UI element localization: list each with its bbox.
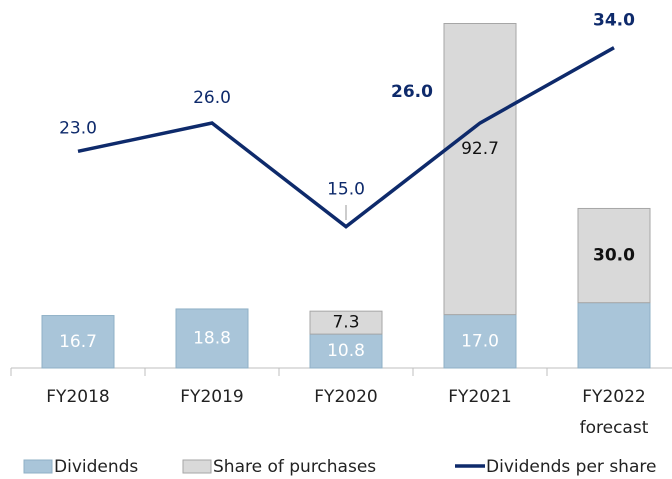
legend-swatch: [182, 459, 212, 474]
data-label: 30.0: [593, 246, 635, 266]
line: [77, 46, 615, 229]
x-tick-label: FY2022 forecast: [580, 387, 649, 438]
x-tick-label: FY2020: [314, 387, 377, 407]
x-tick-label: FY2021: [448, 387, 511, 407]
data-label: 15.0: [327, 180, 365, 200]
data-label: 92.7: [461, 139, 499, 159]
data-label: 34.0: [593, 11, 635, 31]
bar: [41, 315, 115, 369]
data-label: 18.8: [193, 328, 231, 348]
data-label: 23.0: [59, 118, 97, 138]
bar: [175, 308, 249, 369]
bar: [309, 333, 383, 369]
legend-label: Share of purchases: [213, 457, 376, 477]
legend-swatch: [23, 459, 53, 474]
legend-label: Dividends: [54, 457, 138, 477]
x-tick-label: FY2018: [46, 387, 109, 407]
x-tick-label: FY2019: [180, 387, 243, 407]
data-label: 17.0: [461, 331, 499, 351]
bar: [577, 302, 651, 369]
data-label: 26.0: [391, 82, 433, 102]
data-label: 10.8: [327, 341, 365, 361]
legend-label: Dividends per share: [486, 457, 656, 477]
bar: [443, 314, 517, 369]
data-label: 16.7: [59, 332, 97, 352]
data-label: 26.0: [193, 88, 231, 108]
bar: [309, 310, 383, 335]
bar: [577, 207, 651, 304]
bar: [443, 23, 517, 316]
data-label: 7.3: [332, 313, 359, 333]
